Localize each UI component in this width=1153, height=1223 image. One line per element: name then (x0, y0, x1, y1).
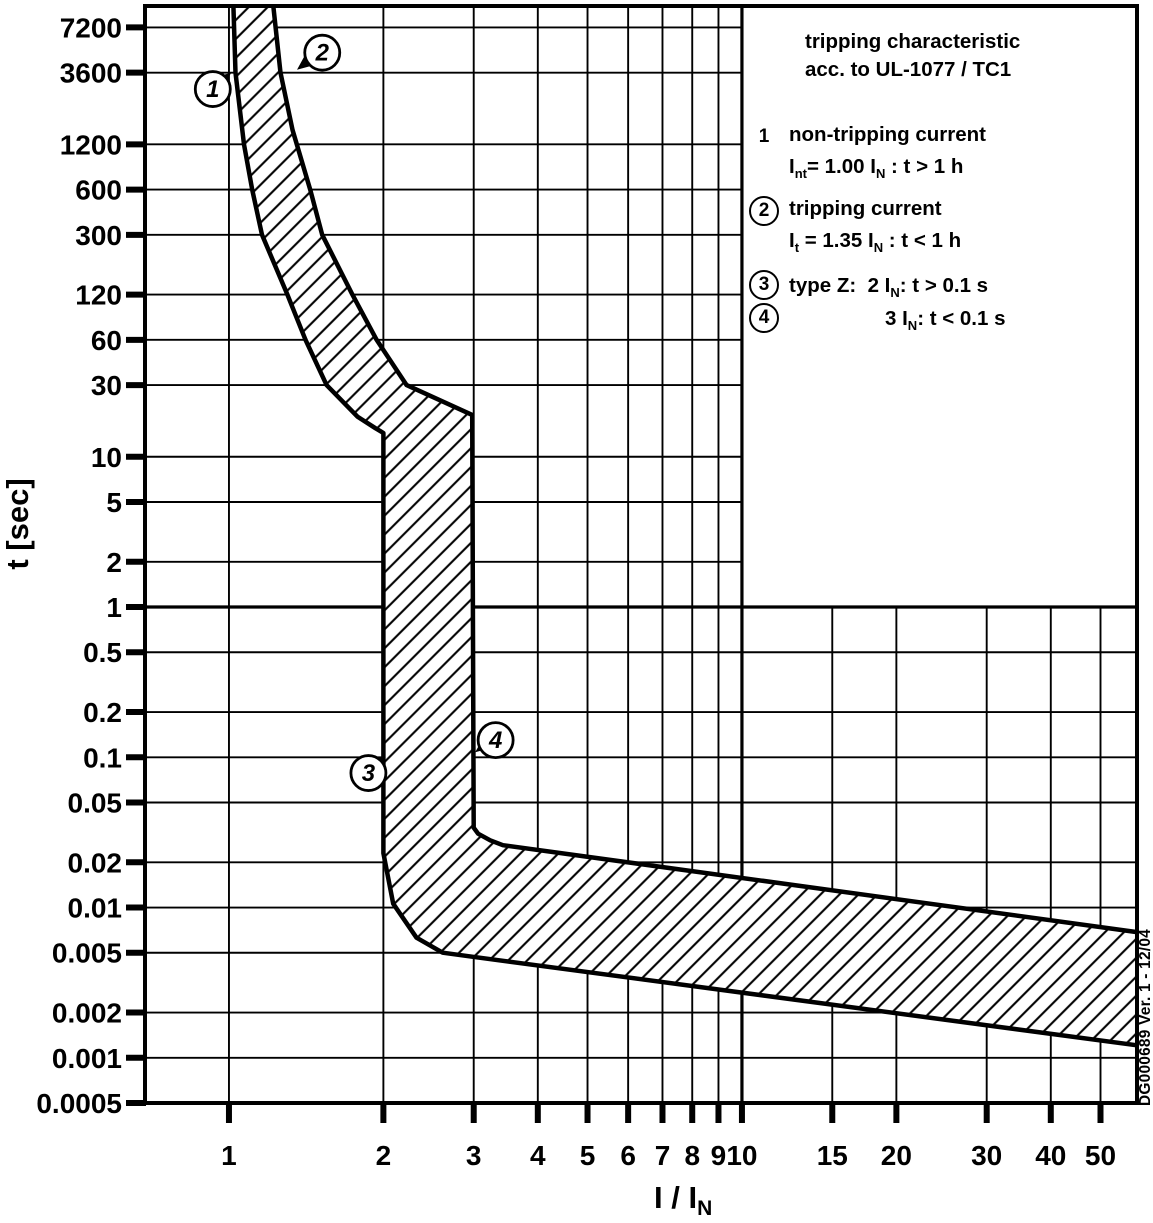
legend-item-4-text: 3 IN: t < 0.1 s (885, 307, 1006, 334)
x-tick-label: 40 (1035, 1140, 1066, 1171)
y-tick-label: 60 (91, 325, 122, 356)
legend-title: tripping characteristic acc. to UL-1077 … (805, 28, 1020, 84)
legend-item-1: 1 non-tripping current Int= 1.00 IN : t … (749, 122, 986, 187)
y-tick-label: 3600 (60, 58, 122, 89)
x-tick-label: 20 (881, 1140, 912, 1171)
tolerance-band (233, 6, 1137, 1046)
x-tick-label: 7 (655, 1140, 671, 1171)
y-axis-title: t [sec] (0, 478, 35, 570)
y-tick-label: 5 (106, 487, 122, 518)
x-tick-label: 50 (1085, 1140, 1116, 1171)
y-tick-label: 0.0005 (36, 1088, 122, 1119)
legend-num-3-circle: 3 (749, 270, 779, 300)
legend-item-4: 4 3 IN: t < 0.1 s (749, 303, 1006, 339)
curve-upper-boundary (271, 5, 1138, 935)
legend-num-1: 1 (758, 126, 770, 147)
y-tick-label: 0.1 (83, 742, 122, 773)
legend-item-2: 2 tripping current It = 1.35 IN : t < 1 … (749, 196, 961, 261)
legend-box: tripping characteristic acc. to UL-1077 … (743, 6, 1135, 606)
y-tick-label: 0.2 (83, 697, 122, 728)
y-tick-label: 300 (75, 220, 122, 251)
y-tick-label: 600 (75, 175, 122, 206)
x-tick-label: 4 (530, 1140, 546, 1171)
x-tick-label: 2 (376, 1140, 392, 1171)
svg-text:1: 1 (206, 76, 219, 103)
y-tick-label: 30 (91, 370, 122, 401)
y-tick-label: 0.005 (52, 938, 122, 969)
y-tick-label: 1200 (60, 129, 122, 160)
y-tick-label: 120 (75, 280, 122, 311)
y-tick-label: 0.5 (83, 637, 122, 668)
plot-frame (143, 4, 1139, 1105)
legend-item-2-label: tripping current (789, 197, 942, 220)
y-tick-label: 0.001 (52, 1043, 122, 1074)
x-tick-label: 5 (580, 1140, 596, 1171)
legend-num-2-circle: 2 (749, 196, 779, 226)
y-tick-label: 0.002 (52, 998, 122, 1029)
document-reference: DG000689 Ver. 1 - 12/04 (1137, 929, 1153, 1106)
y-tick-label: 0.05 (68, 787, 123, 818)
x-tick-label: 15 (817, 1140, 848, 1171)
legend-item-2-formula: It = 1.35 IN : t < 1 h (789, 229, 962, 256)
legend-num-4-circle: 4 (749, 303, 779, 333)
legend-title-line1: tripping characteristic (805, 30, 1021, 53)
x-tick-label: 9 (711, 1140, 727, 1171)
x-tick-label: 1 (221, 1140, 237, 1171)
legend-title-line2: acc. to UL-1077 / TC1 (805, 58, 1012, 81)
legend-item-1-label: non-tripping current (789, 123, 987, 146)
x-axis-ticks: 1 2 3 4 5 6 7 8 9 10 15 20 30 40 50 (221, 1105, 1116, 1171)
y-tick-label: 2 (106, 547, 122, 578)
legend-item-1-formula: Int= 1.00 IN : t > 1 h (789, 155, 964, 182)
y-tick-label: 1 (106, 592, 122, 623)
curve-lower-boundary (231, 5, 1138, 1048)
svg-text:4: 4 (488, 727, 502, 754)
curve-marker-3: 3 (349, 754, 388, 792)
x-tick-label: 8 (684, 1140, 700, 1171)
x-tick-label: 6 (620, 1140, 636, 1171)
curve-marker-1: 1 (193, 70, 232, 108)
x-tick-label: 10 (726, 1140, 757, 1171)
svg-text:2: 2 (315, 40, 330, 67)
x-tick-label: 3 (466, 1140, 482, 1171)
y-tick-label: 0.02 (68, 847, 123, 878)
y-tick-label: 0.01 (68, 893, 123, 924)
x-axis-title: I / IN (654, 1180, 713, 1221)
legend-item-3-text: type Z: 2 IN: t > 0.1 s (789, 274, 989, 301)
y-tick-label: 10 (91, 442, 122, 473)
svg-text:3: 3 (362, 760, 376, 787)
y-tick-label: 7200 (60, 12, 122, 43)
y-axis-ticks: 7200 3600 1200 600 300 120 60 30 10 5 2 1 0.5 0.2 0.1 0… (36, 12, 146, 1119)
legend-item-3: 3 type Z: 2 IN: t > 0.1 s (749, 270, 988, 306)
curve-marker-4: 4 (475, 721, 515, 760)
curve-marker-2: 2 (297, 33, 342, 72)
x-tick-label: 30 (971, 1140, 1002, 1171)
